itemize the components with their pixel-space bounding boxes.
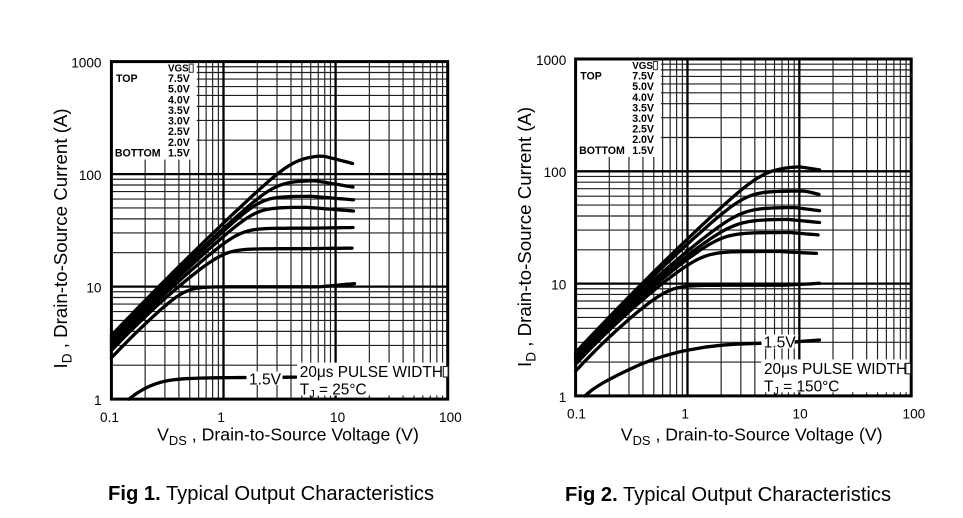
svg-text:1.5V: 1.5V bbox=[249, 371, 282, 388]
svg-text:VGS: VGS bbox=[632, 61, 653, 72]
svg-text:10: 10 bbox=[551, 278, 567, 293]
svg-text:1.5V: 1.5V bbox=[168, 148, 190, 160]
svg-text:3.5V: 3.5V bbox=[632, 102, 654, 114]
svg-text:BOTTOM: BOTTOM bbox=[579, 145, 625, 157]
svg-text:2.0V: 2.0V bbox=[632, 134, 654, 146]
svg-text:4.0V: 4.0V bbox=[168, 94, 190, 106]
svg-text:2.5V: 2.5V bbox=[168, 126, 190, 138]
svg-text:Fig 2. Typical Output Charact: Fig 2. Typical Output Characteristics bbox=[565, 484, 891, 506]
svg-text:10: 10 bbox=[330, 410, 346, 425]
svg-text:2.5V: 2.5V bbox=[632, 124, 654, 136]
svg-text:7.5V: 7.5V bbox=[632, 71, 654, 83]
svg-text:100: 100 bbox=[544, 165, 567, 180]
svg-text:TJ = 25°C: TJ = 25°C bbox=[300, 382, 367, 401]
svg-text:1: 1 bbox=[559, 390, 567, 405]
svg-text:4.0V: 4.0V bbox=[632, 92, 654, 104]
svg-text:ID , Drain-to-Source Current (: ID , Drain-to-Source Current (A) bbox=[514, 107, 539, 367]
svg-text:7.5V: 7.5V bbox=[168, 73, 190, 85]
svg-text:0.1: 0.1 bbox=[567, 407, 586, 422]
svg-text:1: 1 bbox=[94, 393, 102, 408]
svg-text:Fig 1. Typical Output Charact: Fig 1. Typical Output Characteristics bbox=[108, 483, 434, 505]
svg-text:BOTTOM: BOTTOM bbox=[115, 148, 161, 160]
svg-text:5.0V: 5.0V bbox=[168, 84, 190, 96]
svg-text:1: 1 bbox=[681, 407, 689, 422]
svg-text:20μs PULSE WIDTH: 20μs PULSE WIDTH bbox=[764, 361, 907, 378]
svg-text:5.0V: 5.0V bbox=[632, 81, 654, 93]
svg-text:20μs PULSE WIDTH: 20μs PULSE WIDTH bbox=[300, 364, 443, 381]
svg-text:TJ = 150°C: TJ = 150°C bbox=[764, 379, 839, 398]
svg-text:VDS , Drain-to-Source Voltage: VDS , Drain-to-Source Voltage (V) bbox=[157, 424, 419, 448]
svg-text:1000: 1000 bbox=[71, 56, 102, 71]
svg-text:100: 100 bbox=[439, 410, 462, 425]
svg-text:ID , Drain-to-Source Current (: ID , Drain-to-Source Current (A) bbox=[50, 108, 75, 368]
svg-text:1.5V: 1.5V bbox=[764, 334, 797, 351]
svg-text:TOP: TOP bbox=[116, 73, 138, 85]
svg-text:2.0V: 2.0V bbox=[168, 137, 190, 149]
svg-text:VDS , Drain-to-Source Voltage: VDS , Drain-to-Source Voltage (V) bbox=[621, 424, 883, 448]
svg-text:3.0V: 3.0V bbox=[632, 113, 654, 125]
svg-text:100: 100 bbox=[903, 407, 926, 422]
svg-text:0.1: 0.1 bbox=[100, 410, 119, 425]
svg-text:1.5V: 1.5V bbox=[632, 145, 654, 157]
svg-text:3.0V: 3.0V bbox=[168, 116, 190, 128]
svg-text:3.5V: 3.5V bbox=[168, 105, 190, 117]
svg-text:TOP: TOP bbox=[580, 71, 602, 83]
svg-text:VGS: VGS bbox=[168, 64, 189, 75]
svg-text:100: 100 bbox=[79, 168, 102, 183]
svg-text:1000: 1000 bbox=[536, 53, 567, 68]
svg-text:10: 10 bbox=[86, 281, 102, 296]
svg-text:10: 10 bbox=[793, 407, 809, 422]
svg-text:1: 1 bbox=[217, 410, 225, 425]
